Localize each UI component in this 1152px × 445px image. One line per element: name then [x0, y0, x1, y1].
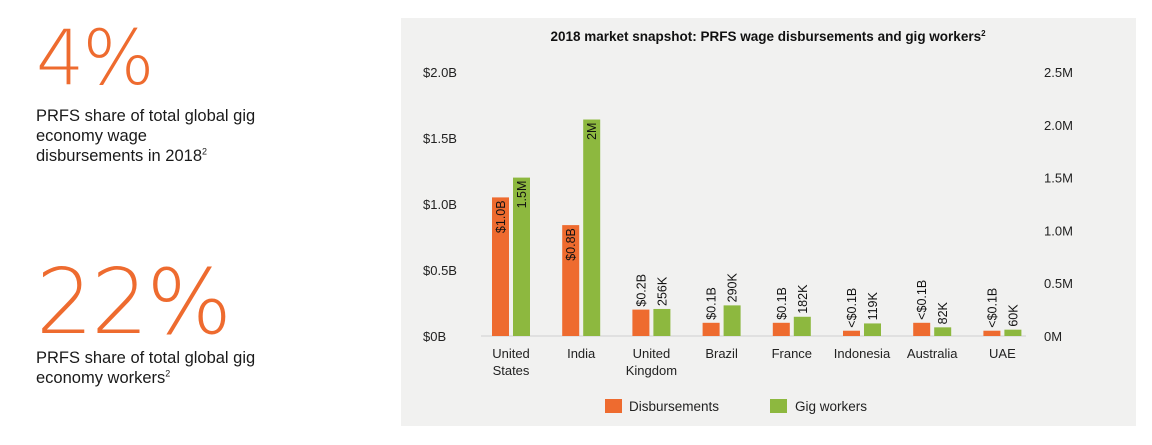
category-label-line: United: [492, 346, 530, 361]
category-label-line: States: [493, 363, 530, 378]
disbursements-value-label: $0.1B: [705, 287, 719, 320]
footnote-marker: 2: [165, 368, 171, 379]
left-tick-label: $0B: [423, 329, 446, 344]
disbursements-bar: [492, 197, 509, 336]
disbursements-value-label: <$0.1B: [985, 288, 999, 328]
disbursements-legend-label: Disbursements: [629, 399, 719, 414]
bars-group: [492, 119, 1022, 337]
gig-workers-value-label: 119K: [866, 292, 880, 321]
disbursements-bar: [913, 322, 931, 336]
disbursements-bar: [772, 322, 790, 336]
stat-wage-share: 4% PRFS share of total global gig econom…: [36, 20, 256, 166]
footnote-marker: 2: [202, 146, 208, 157]
gig-workers-value-label: 60K: [1006, 304, 1020, 327]
gig-workers-bar: [934, 327, 952, 336]
stat-worker-share: 22% PRFS share of total global gig econo…: [36, 258, 276, 388]
category-label-line: Australia: [907, 346, 958, 361]
gig-workers-value-label: 182K: [796, 284, 810, 314]
gig-workers-bar: [723, 305, 741, 336]
gig-workers-bar: [1004, 329, 1022, 336]
stat-wage-share-description: PRFS share of total global gig economy w…: [36, 106, 256, 166]
gig-workers-legend-swatch: [770, 399, 787, 413]
category-label-line: United: [633, 346, 671, 361]
disbursements-value-label: $0.1B: [775, 287, 789, 320]
chart-title-footnote: 2: [981, 29, 986, 38]
gig-workers-bar: [583, 119, 601, 337]
stat-worker-share-description: PRFS share of total global gig economy w…: [36, 348, 276, 388]
category-label-line: Brazil: [705, 346, 738, 361]
gig-workers-value-label: 2M: [585, 123, 599, 140]
gig-workers-bar: [653, 308, 671, 336]
category-label: India: [567, 346, 596, 361]
right-tick-label: 2.5M: [1044, 65, 1073, 80]
category-label: Australia: [907, 346, 958, 361]
category-label-line: France: [772, 346, 812, 361]
right-tick-label: 0.5M: [1044, 276, 1073, 291]
left-tick-label: $1.0B: [423, 197, 457, 212]
bar-chart: 2018 market snapshot: PRFS wage disburse…: [423, 29, 1073, 414]
category-label-line: UAE: [989, 346, 1016, 361]
gig-workers-bar: [793, 316, 811, 336]
chart-title-text: 2018 market snapshot: PRFS wage disburse…: [550, 29, 981, 44]
category-label: United Kingdom: [626, 346, 677, 378]
disbursements-bar: [702, 322, 720, 336]
disbursements-value-label: <$0.1B: [915, 280, 929, 320]
category-label: Brazil: [705, 346, 738, 361]
gig-workers-legend-label: Gig workers: [795, 399, 867, 414]
disbursements-bar: [562, 225, 580, 336]
stat-wage-share-text: PRFS share of total global gig economy w…: [36, 107, 256, 165]
category-label: United States: [492, 346, 530, 378]
category-label: France: [772, 346, 812, 361]
gig-workers-value-label: 256K: [655, 276, 669, 306]
disbursements-value-label: $0.2B: [634, 274, 648, 307]
category-label-line: India: [567, 346, 596, 361]
legend: Disbursements Gig workers: [605, 399, 867, 414]
right-tick-label: 1.0M: [1044, 223, 1073, 238]
stat-wage-share-value: 4%: [36, 13, 155, 102]
stat-worker-share-value: 22%: [36, 250, 232, 355]
left-axis: $0B $0.5B $1.0B $1.5B $2.0B: [423, 65, 457, 344]
disbursements-bar: [632, 309, 650, 336]
gig-workers-value-label: 82K: [936, 301, 950, 324]
left-tick-label: $1.5B: [423, 131, 457, 146]
chart-panel: 2018 market snapshot: PRFS wage disburse…: [401, 18, 1136, 426]
disbursements-value-label: <$0.1B: [845, 288, 859, 328]
category-label: UAE: [989, 346, 1016, 361]
stat-worker-share-text: PRFS share of total global gig economy w…: [36, 349, 256, 387]
category-label-line: Indonesia: [834, 346, 891, 361]
disbursements-value-label: $0.8B: [564, 228, 578, 261]
left-tick-label: $2.0B: [423, 65, 457, 80]
category-label-line: Kingdom: [626, 363, 677, 378]
gig-workers-bar: [513, 177, 530, 336]
chart-title: 2018 market snapshot: PRFS wage disburse…: [550, 29, 986, 44]
gig-workers-bar: [864, 323, 881, 336]
right-axis: 0M 0.5M 1.0M 1.5M 2.0M 2.5M: [1044, 65, 1073, 344]
disbursements-bar: [843, 330, 860, 336]
category-label: Indonesia: [834, 346, 891, 361]
disbursements-legend-swatch: [605, 399, 622, 413]
gig-workers-value-label: 290K: [726, 273, 740, 303]
disbursements-bar: [983, 330, 1001, 336]
gig-workers-value-label: 1.5M: [515, 181, 529, 209]
left-tick-label: $0.5B: [423, 263, 457, 278]
right-tick-label: 1.5M: [1044, 171, 1073, 186]
category-labels: United States India United Kingdom Brazil Fran…: [492, 346, 1016, 378]
bar-labels-group: $1.0B 1.5M $0.8B 2M $0.2B 256K $0.1B 290K $0.1B 1…: [494, 123, 1020, 328]
right-tick-label: 0M: [1044, 329, 1062, 344]
disbursements-value-label: $1.0B: [494, 200, 508, 233]
right-tick-label: 2.0M: [1044, 118, 1073, 133]
